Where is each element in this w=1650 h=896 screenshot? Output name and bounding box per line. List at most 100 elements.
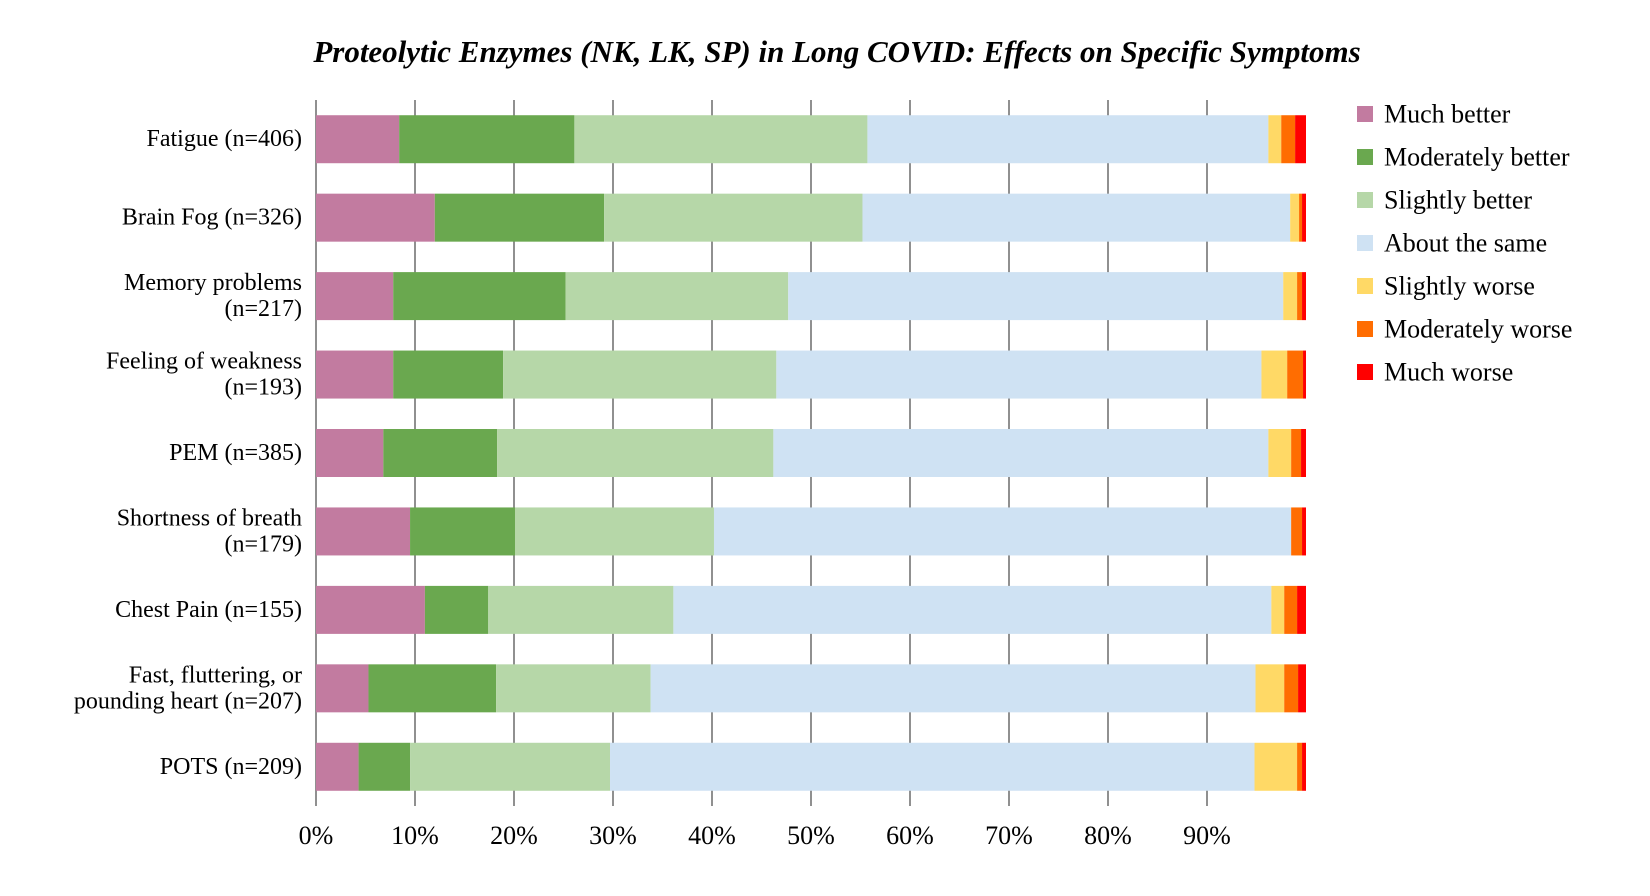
bar-segment-6-4 xyxy=(1271,585,1285,634)
bar-segment-8-0 xyxy=(316,742,359,791)
category-label-4: PEM (n=385) xyxy=(169,440,302,466)
bar-segment-6-3 xyxy=(673,585,1272,634)
bar-segment-1-6 xyxy=(1302,193,1306,242)
legend-swatch-5 xyxy=(1357,321,1373,337)
legend-swatch-3 xyxy=(1357,235,1373,251)
bar-segment-2-6 xyxy=(1302,272,1306,321)
bar-segment-5-3 xyxy=(713,507,1292,556)
bar-segment-5-2 xyxy=(514,507,714,556)
category-label-line: POTS (n=209) xyxy=(160,754,302,780)
category-label-line: Fatigue (n=406) xyxy=(146,126,302,152)
bar-segment-4-5 xyxy=(1291,429,1302,477)
legend-swatch-2 xyxy=(1357,192,1373,208)
bar-segment-0-2 xyxy=(574,115,868,164)
bar-segment-7-1 xyxy=(368,664,497,713)
bar-segment-8-5 xyxy=(1297,742,1303,791)
legend-swatch-4 xyxy=(1357,278,1373,294)
category-label-line: Feeling of weakness xyxy=(106,349,302,375)
bar-segment-0-4 xyxy=(1268,115,1282,164)
bar-segment-8-1 xyxy=(358,742,411,791)
bar-segment-1-2 xyxy=(604,193,863,242)
x-tick-label-6: 60% xyxy=(886,821,934,850)
category-label-2: Memory problems (n=217) xyxy=(124,270,302,322)
bar-segment-3-3 xyxy=(776,350,1262,399)
bar-segment-2-1 xyxy=(393,272,566,321)
legend-label-0: Much better xyxy=(1384,100,1511,129)
legend-label-2: Slightly better xyxy=(1384,186,1532,215)
legend-swatch-0 xyxy=(1357,106,1373,122)
category-label-7: Fast, fluttering, or pounding heart (n=20… xyxy=(74,662,302,714)
bar-segment-8-6 xyxy=(1302,742,1306,791)
bar-segment-6-2 xyxy=(488,585,674,634)
x-tick-label-7: 70% xyxy=(985,821,1033,850)
category-label-line: (n=193) xyxy=(224,375,302,401)
bar-segment-0-0 xyxy=(316,115,400,164)
bar-segment-6-0 xyxy=(316,585,425,634)
bar-segment-0-1 xyxy=(399,115,575,164)
category-label-3: Feeling of weakness (n=193) xyxy=(106,349,302,401)
bar-segment-8-3 xyxy=(610,742,1255,791)
bar-segment-7-6 xyxy=(1298,664,1306,713)
bar-segment-4-3 xyxy=(773,429,1269,477)
x-tick-label-3: 30% xyxy=(589,821,637,850)
bar-segment-7-0 xyxy=(316,664,369,713)
category-label-line: PEM (n=385) xyxy=(169,440,302,466)
bar-segment-4-1 xyxy=(383,429,498,477)
bar-segment-8-2 xyxy=(410,742,611,791)
category-label-8: POTS (n=209) xyxy=(160,754,302,780)
category-label-line: Fast, fluttering, or xyxy=(129,662,302,688)
legend-label-1: Moderately better xyxy=(1384,143,1570,172)
bar-segment-1-0 xyxy=(316,193,435,242)
bar-segment-0-5 xyxy=(1281,115,1296,164)
bar-segment-7-4 xyxy=(1255,664,1285,713)
x-tick-label-4: 40% xyxy=(688,821,736,850)
bar-segment-5-5 xyxy=(1291,507,1303,556)
bar-segment-8-4 xyxy=(1254,742,1298,791)
bar-segment-2-0 xyxy=(316,272,394,321)
category-labels: Fatigue (n=406) Brain Fog (n=326) Memory p… xyxy=(74,126,302,780)
bar-segment-1-3 xyxy=(862,193,1291,242)
bars xyxy=(316,115,1306,791)
bar-segment-3-4 xyxy=(1261,350,1288,399)
x-tick-label-8: 80% xyxy=(1084,821,1132,850)
legend-label-3: About the same xyxy=(1384,229,1547,258)
x-tick-label-9: 90% xyxy=(1183,821,1231,850)
category-label-0: Fatigue (n=406) xyxy=(146,126,302,152)
bar-segment-3-2 xyxy=(503,350,777,399)
bar-segment-2-5 xyxy=(1297,272,1303,321)
x-tick-label-1: 10% xyxy=(391,821,439,850)
x-tick-label-0: 0% xyxy=(299,821,334,850)
bar-segment-6-6 xyxy=(1297,585,1306,634)
legend-swatch-6 xyxy=(1357,364,1373,380)
category-label-line: Memory problems xyxy=(124,270,302,296)
bar-segment-4-4 xyxy=(1268,429,1292,477)
x-tick-label-5: 50% xyxy=(787,821,835,850)
category-label-line: (n=179) xyxy=(224,531,302,557)
bar-segment-3-0 xyxy=(316,350,394,399)
legend: Much better Moderately better Slightly bet… xyxy=(1357,100,1572,387)
category-label-line: pounding heart (n=207) xyxy=(74,688,302,714)
bar-segment-5-0 xyxy=(316,507,411,556)
bar-segment-7-2 xyxy=(496,664,651,713)
x-tick-label-2: 20% xyxy=(490,821,538,850)
bar-segment-3-6 xyxy=(1303,350,1306,399)
category-label-line: Chest Pain (n=155) xyxy=(115,597,302,623)
category-label-6: Chest Pain (n=155) xyxy=(115,597,302,623)
category-label-line: Brain Fog (n=326) xyxy=(122,205,302,231)
legend-label-4: Slightly worse xyxy=(1384,272,1535,301)
bar-segment-4-2 xyxy=(497,429,774,477)
bar-segment-1-5 xyxy=(1299,193,1303,242)
bar-segment-2-4 xyxy=(1283,272,1298,321)
bar-segment-3-5 xyxy=(1287,350,1304,399)
bar-segment-4-0 xyxy=(316,429,384,477)
legend-label-6: Much worse xyxy=(1384,358,1513,387)
bar-segment-5-6 xyxy=(1302,507,1306,556)
bar-segment-5-1 xyxy=(410,507,515,556)
bar-segment-4-6 xyxy=(1301,429,1306,477)
bar-segment-2-2 xyxy=(565,272,789,321)
bar-segment-6-1 xyxy=(424,585,489,634)
category-label-1: Brain Fog (n=326) xyxy=(122,205,302,231)
bar-segment-0-3 xyxy=(867,115,1269,164)
